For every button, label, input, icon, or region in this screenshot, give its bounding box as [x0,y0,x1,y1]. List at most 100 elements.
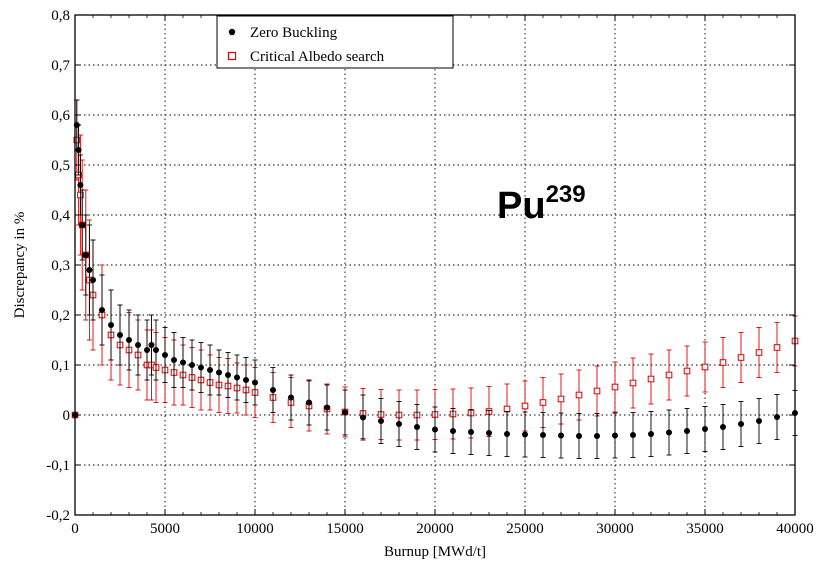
isotope-annotation-superscript: 239 [546,181,586,208]
data-point [504,431,510,437]
data-point [75,147,82,153]
x-tick-label: 40000 [776,521,814,537]
data-point [207,367,213,373]
data-point [414,424,420,430]
data-point [612,432,618,439]
x-tick-label: 0 [71,521,79,537]
data-point [270,387,276,393]
x-tick-label: 30000 [596,521,634,537]
legend-label-zero-buckling: Zero Buckling [250,25,338,41]
data-point [225,372,231,378]
data-point [450,428,456,434]
data-point [342,409,348,416]
y-tick-label: 0,5 [51,158,70,174]
data-point [738,421,744,427]
data-point [719,359,727,366]
legend-label-critical-albedo: Critical Albedo search [250,49,385,65]
data-point [378,418,384,424]
data-point [243,377,249,383]
data-point [126,337,132,343]
x-tick-label: 20000 [416,521,454,537]
data-point [647,375,655,383]
data-point [198,364,204,371]
x-tick-label: 25000 [506,521,544,537]
y-tick-label: 0,6 [51,108,70,124]
data-point [576,433,582,439]
series-layer [71,99,799,459]
data-point [234,374,240,381]
y-tick-label: 0 [63,408,71,424]
axis-ticks: 0 5000 10000 15000 20000 25000 30000 35000 40000… [46,8,814,537]
data-point [252,379,258,386]
data-point [773,344,781,351]
data-point [720,424,726,430]
data-point [144,347,150,353]
data-point [77,182,84,188]
x-tick-label: 5000 [150,521,180,537]
data-point [756,418,762,424]
data-point [540,432,546,438]
data-point [135,342,141,348]
y-tick-label: 0,1 [51,358,70,374]
data-point [79,222,86,228]
data-point [630,432,636,438]
data-point [774,414,780,420]
data-point [432,426,438,433]
data-point [648,431,654,437]
data-point [216,369,222,376]
data-point [360,414,366,421]
data-point [701,363,709,371]
data-point [180,359,186,366]
data-point [288,394,294,401]
data-point [503,405,511,413]
isotope-annotation-base: Pu [497,185,546,227]
x-axis-title: Burnup [MWd/t] [384,544,486,560]
y-tick-label: -0,2 [46,508,70,524]
data-point [396,421,402,427]
data-point [82,252,89,258]
data-point [557,395,565,403]
data-point [665,371,673,379]
data-point [108,322,114,328]
legend-box [216,15,454,69]
y-tick-label: -0,1 [46,458,70,474]
data-point [171,357,177,363]
data-point [90,277,96,283]
y-tick-label: 0,7 [51,58,70,74]
data-point [324,404,330,411]
data-point [162,352,168,358]
data-point [117,332,123,338]
legend: Zero Buckling Critical Albedo search [216,15,454,69]
data-point [737,354,745,361]
y-tick-label: 0,8 [51,8,70,24]
x-tick-label: 15000 [326,521,364,537]
data-point [539,399,547,406]
data-point [629,379,637,387]
y-tick-label: 0,4 [51,208,70,224]
data-point [306,399,312,406]
isotope-annotation: Pu239 [497,181,586,227]
y-tick-label: 0,3 [51,258,70,274]
y-tick-label: 0,2 [51,308,70,324]
data-point [189,362,195,368]
legend-marker-critical-albedo [227,51,237,61]
x-tick-label: 35000 [686,521,724,537]
data-point [575,391,583,399]
legend-marker-zero-buckling [228,28,236,36]
data-point [522,431,528,438]
series-zero-buckling [72,99,798,459]
data-point [153,347,159,353]
data-point [702,426,708,432]
data-point [755,349,763,356]
data-point [611,383,619,391]
x-tick-label: 10000 [236,521,274,537]
data-point [684,428,690,434]
data-point [521,402,529,410]
data-point [148,342,155,348]
data-point [593,387,601,395]
data-point [683,367,691,375]
data-point [86,267,93,273]
